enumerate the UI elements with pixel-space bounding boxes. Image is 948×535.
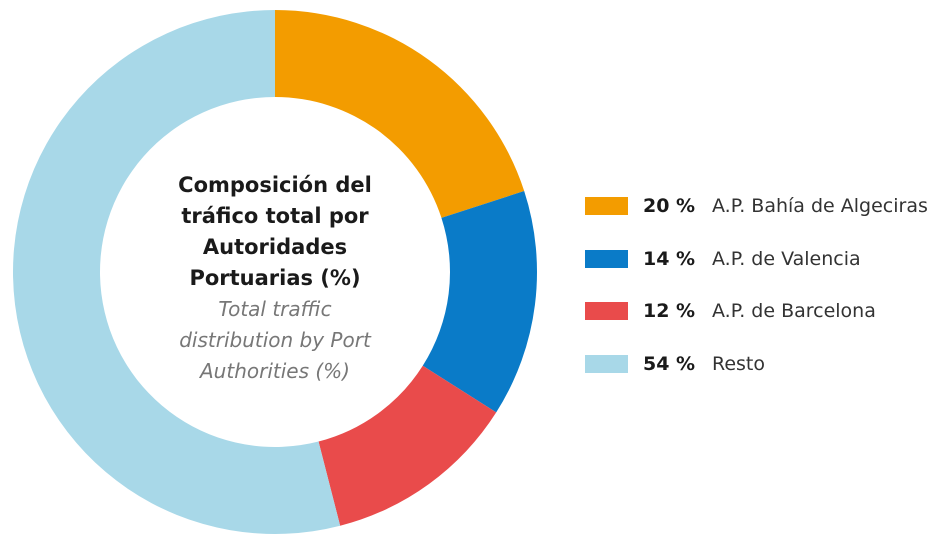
legend-item: 14 % A.P. de Valencia (585, 233, 928, 286)
legend-value: 54 % (643, 352, 696, 375)
donut-slice (422, 191, 537, 413)
legend: 20 % A.P. Bahía de Algeciras 14 % A.P. de V… (585, 180, 928, 390)
legend-swatch (585, 302, 628, 321)
legend-value: 12 % (643, 300, 696, 323)
legend-swatch (585, 197, 628, 216)
legend-value: 14 % (643, 247, 696, 270)
donut-slice (318, 365, 497, 526)
legend-label: A.P. de Barcelona (712, 300, 876, 323)
donut-slice (275, 10, 525, 218)
legend-value: 20 % (643, 195, 696, 218)
center-label: Composición del tráfico total por Autori… (165, 170, 385, 387)
legend-item: 54 % Resto (585, 338, 928, 391)
donut-slice (12, 10, 341, 535)
legend-label: A.P. Bahía de Algeciras (712, 195, 928, 218)
legend-item: 12 % A.P. de Barcelona (585, 285, 928, 338)
legend-item: 20 % A.P. Bahía de Algeciras (585, 180, 928, 233)
chart-subtitle: Total traffic distribution by Port Autho… (179, 297, 371, 383)
legend-label: A.P. de Valencia (712, 247, 861, 270)
chart-title: Composición del tráfico total por Autori… (178, 173, 372, 290)
legend-swatch (585, 354, 628, 373)
legend-label: Resto (712, 352, 766, 375)
legend-swatch (585, 249, 628, 268)
